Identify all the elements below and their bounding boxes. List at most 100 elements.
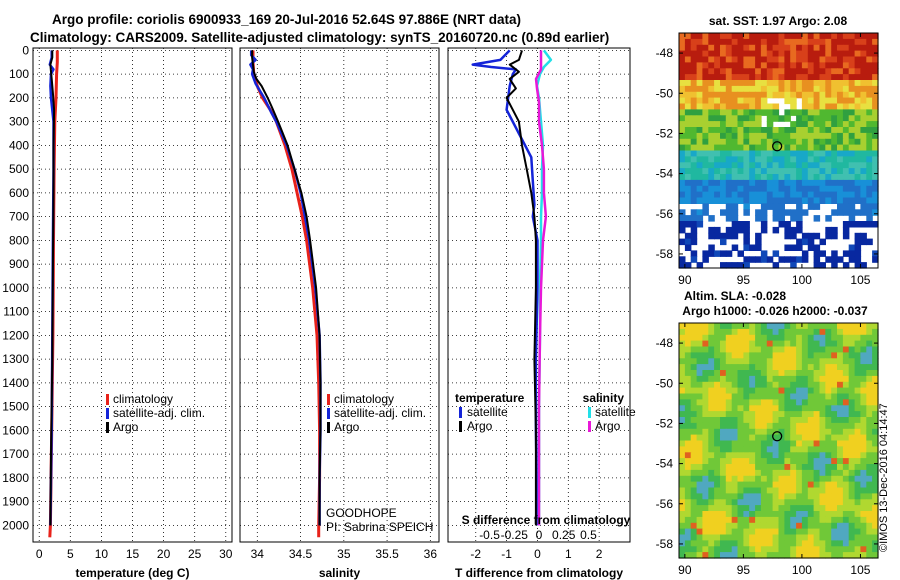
map-cell (807, 168, 815, 175)
map-cell (766, 364, 774, 371)
map-cell (760, 103, 768, 110)
map-cell (702, 546, 709, 553)
map-cell (819, 150, 826, 157)
map-cell (831, 103, 838, 110)
map-cell (872, 493, 879, 500)
map-cell (755, 174, 762, 181)
map-cell (854, 493, 862, 500)
legend-label: climatology (113, 392, 173, 406)
map-cell (778, 481, 785, 489)
map-cell (796, 375, 803, 383)
map-cell (801, 393, 809, 400)
map-cell (690, 144, 698, 152)
map-cell (813, 505, 821, 512)
map-cell (755, 499, 762, 506)
map-cell (720, 546, 727, 553)
map-cell (807, 74, 815, 81)
map-x-tick-label: 90 (678, 273, 692, 287)
map-cell (772, 546, 780, 553)
map-cell (819, 250, 826, 257)
map-cell (749, 168, 756, 175)
map-cell (720, 334, 727, 342)
map-cell (749, 422, 756, 430)
map-cell (784, 179, 791, 187)
map-cell (720, 440, 727, 447)
map-cell (702, 516, 709, 524)
map-cell (720, 144, 727, 152)
map-cell (708, 191, 715, 199)
map-cell (731, 370, 739, 377)
map-cell (714, 56, 721, 63)
map-cell (784, 481, 791, 489)
map-cell (731, 417, 739, 424)
map-cell (720, 387, 727, 395)
map-cell (760, 522, 768, 530)
map-cell (737, 505, 744, 512)
map-cell (725, 370, 733, 377)
map-cell (772, 323, 780, 330)
map-cell (708, 352, 715, 359)
map-cell (801, 528, 809, 536)
map-cell (696, 452, 704, 459)
map-cell (807, 144, 815, 152)
map-cell (813, 464, 821, 471)
map-cell (872, 458, 879, 465)
map-cell (807, 174, 815, 181)
map-cell (708, 138, 715, 146)
map-cell (731, 150, 739, 157)
map-cell (796, 179, 803, 187)
map-cell (801, 156, 809, 163)
map-cell (831, 115, 838, 122)
map-cell (854, 475, 862, 483)
depth-tick-label: 1100 (3, 305, 29, 319)
map-cell (842, 505, 850, 512)
map-cell (702, 334, 709, 342)
map-cell (784, 358, 791, 365)
map-cell (690, 370, 698, 377)
map-cell (796, 74, 803, 81)
map-cell (749, 109, 756, 116)
map-cell (872, 405, 879, 412)
map-cell (842, 33, 850, 40)
map-cell (690, 238, 698, 246)
map-cell (725, 458, 733, 465)
map-cell (790, 364, 797, 371)
map-cell (720, 493, 727, 500)
map-cell (848, 387, 856, 395)
map-cell (807, 481, 815, 489)
map-cell (696, 340, 704, 348)
map-cell (720, 475, 727, 483)
legend-swatch (106, 394, 109, 405)
map-cell (772, 528, 780, 536)
map-cell (837, 68, 844, 75)
map-cell (749, 440, 756, 447)
map-cell (825, 358, 832, 365)
legend-swatch (106, 408, 109, 419)
legend-label: satellite-adj. clim. (334, 406, 426, 420)
map-cell (807, 540, 815, 547)
map-cell (854, 238, 862, 246)
map-cell (743, 328, 750, 336)
series-line-salinity-argo (251, 50, 322, 526)
map-cell (860, 33, 867, 40)
map-cell (690, 381, 698, 389)
map-cell (679, 334, 686, 342)
map-cell (854, 546, 862, 553)
map-cell (766, 62, 774, 69)
map-cell (784, 352, 791, 359)
map-cell (755, 522, 762, 530)
map-cell (772, 446, 780, 453)
map-cell (784, 522, 791, 530)
map-cell (872, 546, 879, 553)
map-cell (725, 156, 733, 163)
map-cell (837, 328, 844, 336)
map-cell (772, 103, 780, 110)
map-cell (679, 50, 686, 58)
map-cell (796, 56, 803, 63)
map-cell (790, 191, 797, 199)
map-cell (813, 552, 821, 559)
map-cell (684, 487, 692, 494)
map-cell (872, 74, 879, 81)
map-cell (801, 197, 809, 204)
map-cell (842, 115, 850, 122)
